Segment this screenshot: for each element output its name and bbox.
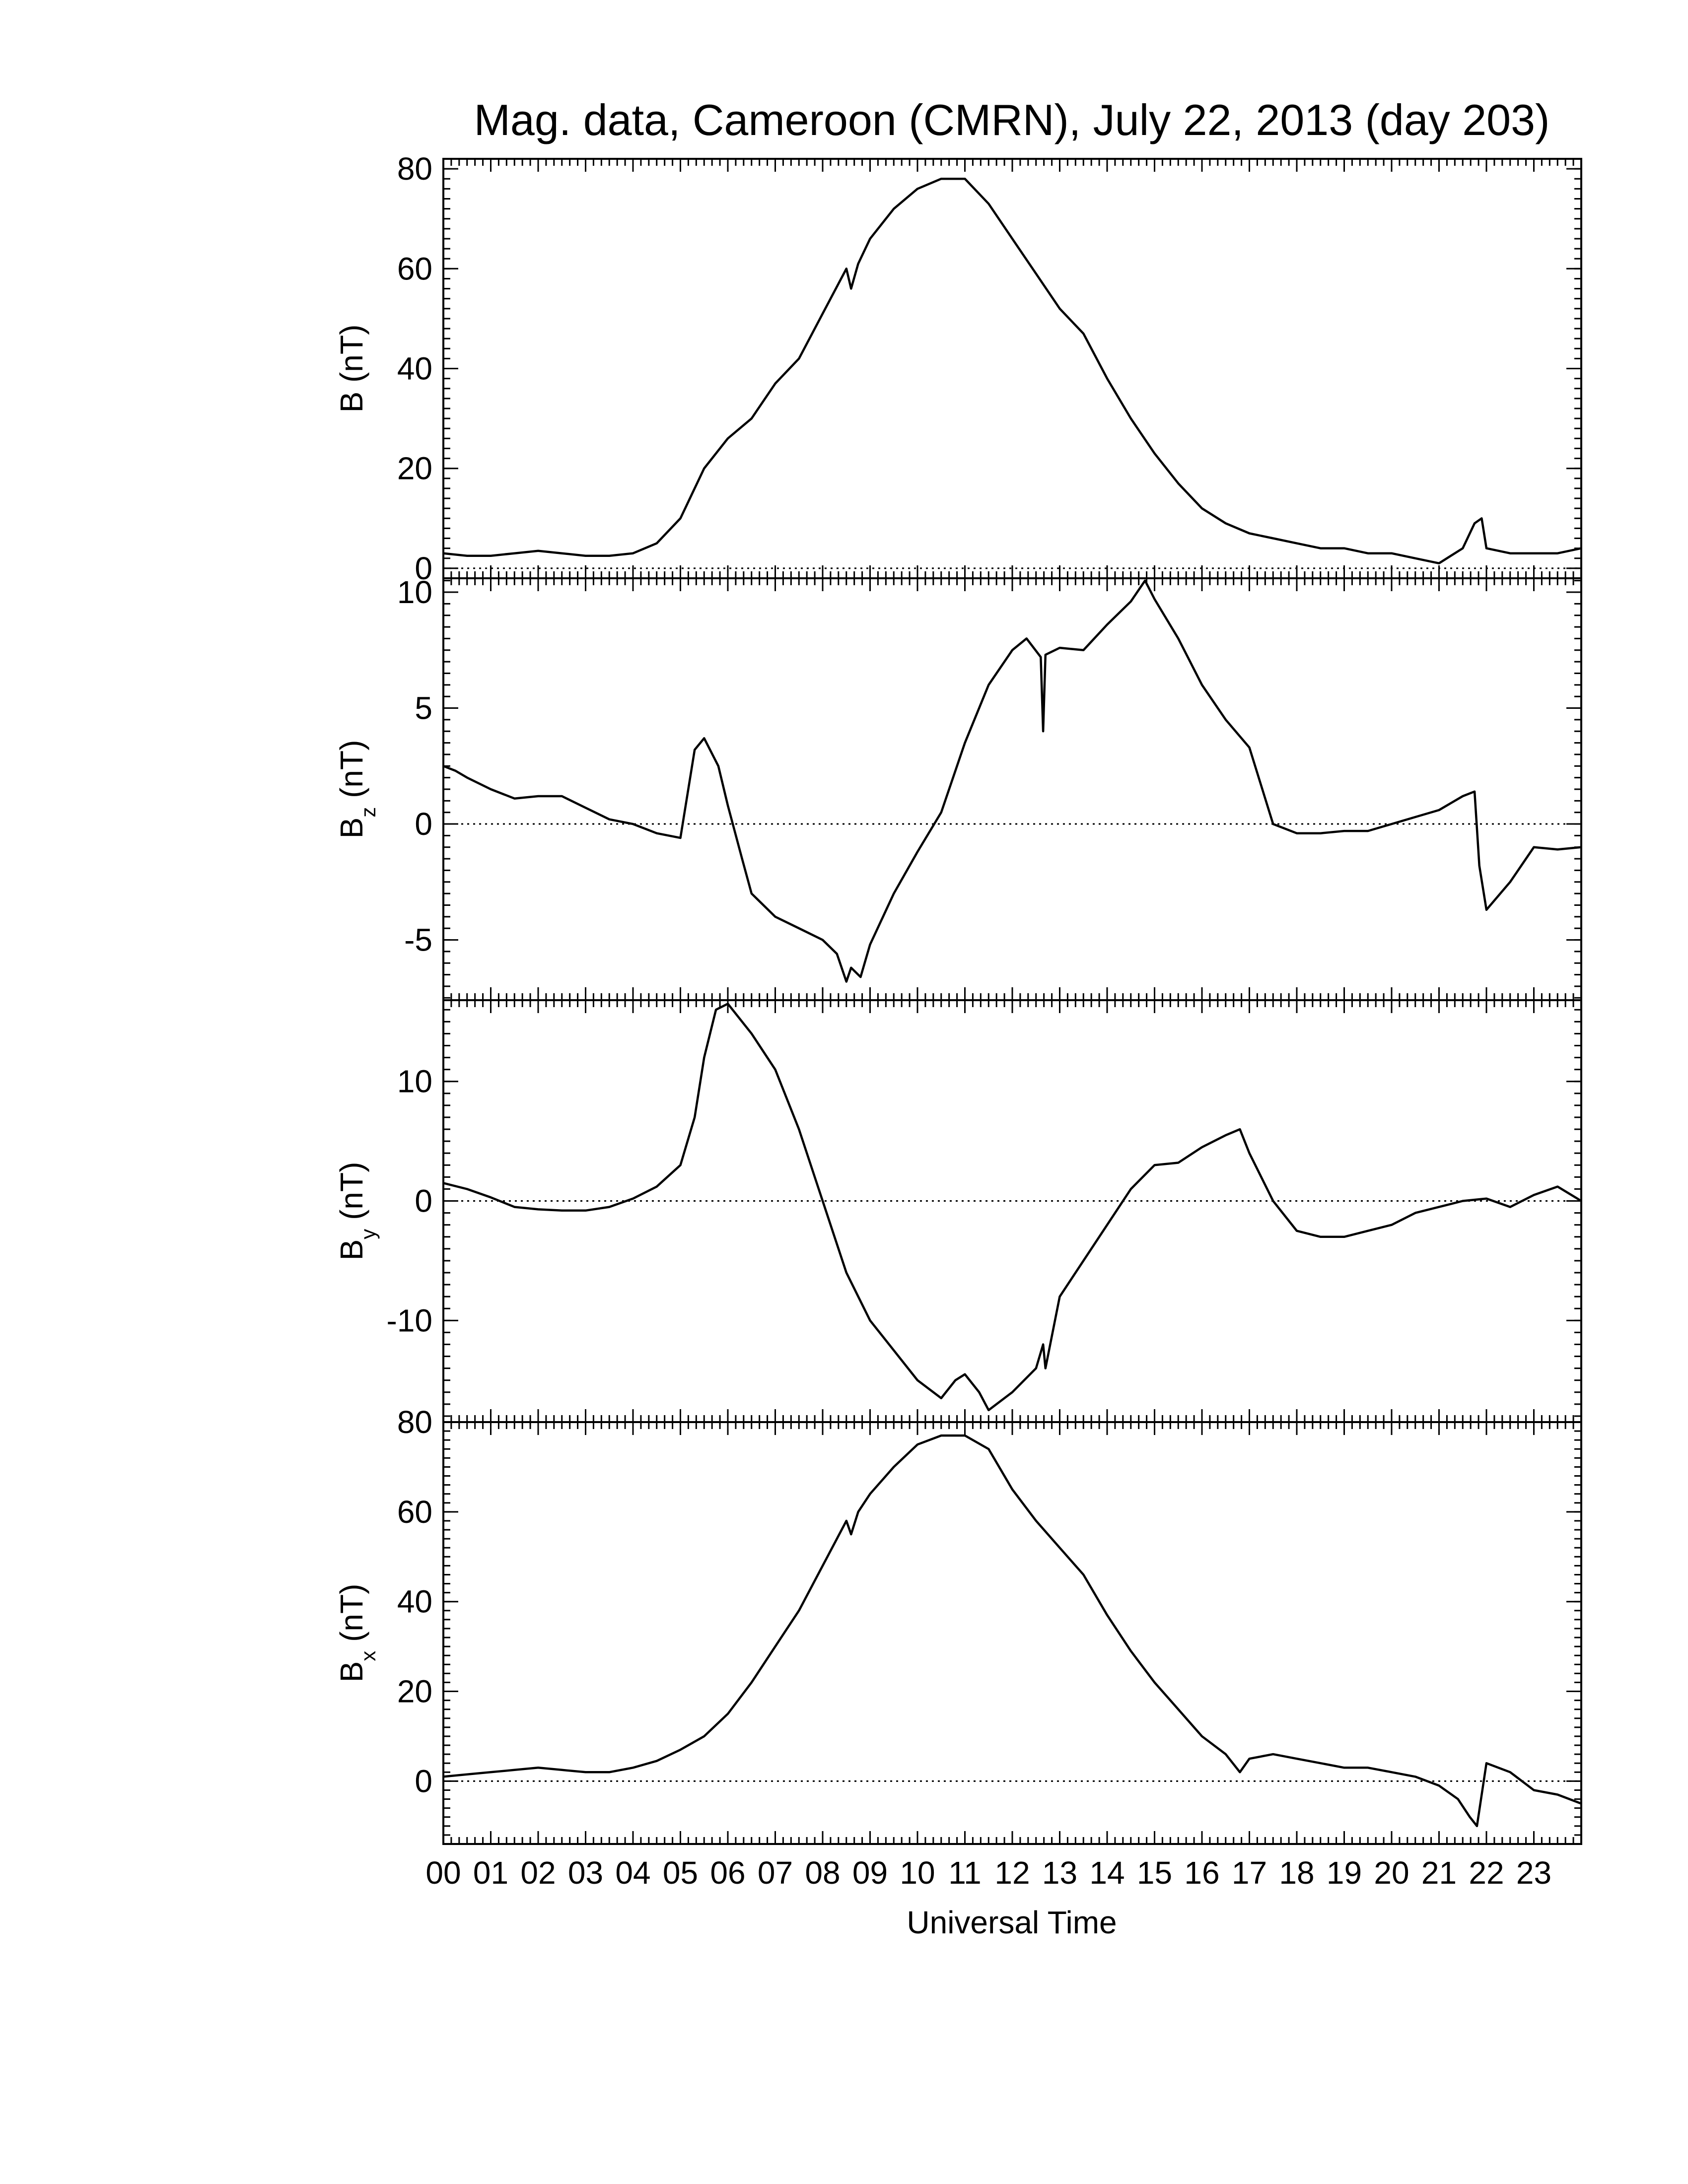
y-axis-label-unit: (nT) [334,1584,369,1651]
y-tick-label: 60 [397,251,432,286]
y-axis-label-unit: (nT) [334,1162,369,1229]
series-line-Bx [443,1434,1582,1828]
panel-By: -10 0 10 By (nT) [334,999,1582,1423]
panel-B: 0 20 40 60 80 B (nT) [334,151,1582,586]
y-tick-label: 0 [415,1763,432,1799]
x-tick-label: 20 [1374,1855,1409,1891]
y-axis-label-main: B [334,392,369,413]
y-axis-label-main: B [334,1661,369,1683]
x-tick-label: 21 [1421,1855,1457,1891]
y-axis-label: Bx (nT) [334,1584,380,1683]
x-tick-label: 15 [1137,1855,1172,1891]
x-tick-label: 06 [710,1855,745,1891]
series-line-Bz [443,579,1582,983]
y-axis-label: B (nT) [334,325,369,413]
x-tick-label: 18 [1279,1855,1314,1891]
y-axis-label-main: B [334,1239,369,1261]
x-tick-label: 11 [948,1855,981,1891]
y-tick-label: 0 [415,550,432,586]
x-tick-label: 19 [1327,1855,1362,1891]
panel-frame [442,999,1582,1423]
x-tick-label: 13 [1042,1855,1077,1891]
chart-title: Mag. data, Cameroon (CMRN), July 22, 201… [474,95,1550,144]
x-tick-label: 01 [473,1855,508,1891]
x-tick-label: 04 [615,1855,650,1891]
y-axis-label-unit: (nT) [334,740,369,807]
x-tick-label: 23 [1516,1855,1551,1891]
x-tick-label: 08 [805,1855,840,1891]
x-tick-label: 00 [425,1855,461,1891]
y-axis-label-subscript: y [356,1229,380,1239]
y-tick-label: 40 [397,1584,432,1620]
series-line-By [443,1002,1582,1412]
series-line-B [443,177,1582,565]
panel-frame [442,1421,1582,1845]
x-tick-label: 12 [994,1855,1030,1891]
x-tick-label: 17 [1232,1855,1267,1891]
panel-frame [442,158,1582,579]
panel-Bx: 0 20 40 60 80 Bx (nT) [334,1404,1582,1845]
y-tick-label: -10 [387,1302,433,1338]
y-tick-label: 0 [415,806,432,842]
y-axis-label-subscript: x [356,1651,380,1661]
x-tick-label: 10 [900,1855,935,1891]
y-tick-label: 20 [397,1674,432,1709]
x-tick-label: 03 [568,1855,603,1891]
x-tick-label: 05 [663,1855,698,1891]
x-tick-label: 14 [1089,1855,1125,1891]
y-tick-label: 80 [397,151,432,187]
y-axis-label: Bz (nT) [334,740,380,839]
y-tick-label: 40 [397,351,432,387]
y-tick-label: 10 [397,574,432,610]
x-tick-label: 02 [520,1855,556,1891]
y-tick-label: 60 [397,1494,432,1530]
y-tick-label: 80 [397,1404,432,1440]
x-axis-tick-labels: 00 01 02 03 04 05 06 07 08 09 10 11 12 13 14 15 16 17 18 19… [425,1855,1551,1891]
y-tick-label: 5 [415,690,432,726]
x-axis-label: Universal Time [907,1905,1117,1940]
x-tick-label: 09 [852,1855,888,1891]
y-tick-label: 20 [397,451,432,486]
x-tick-label: 22 [1469,1855,1504,1891]
y-tick-label: 0 [415,1183,432,1219]
y-tick-label: -5 [404,922,432,958]
y-axis-label-unit: (nT) [334,325,369,392]
y-axis-label: By (nT) [334,1162,380,1261]
x-tick-label: 07 [758,1855,793,1891]
x-tick-label: 16 [1184,1855,1219,1891]
y-axis-label-subscript: z [356,807,380,818]
y-axis-label-main: B [334,818,369,839]
panel-Bz: -5 0 5 10 Bz (nT) [334,574,1582,1001]
y-tick-label: 10 [397,1064,432,1099]
panel-frame [442,577,1582,1001]
